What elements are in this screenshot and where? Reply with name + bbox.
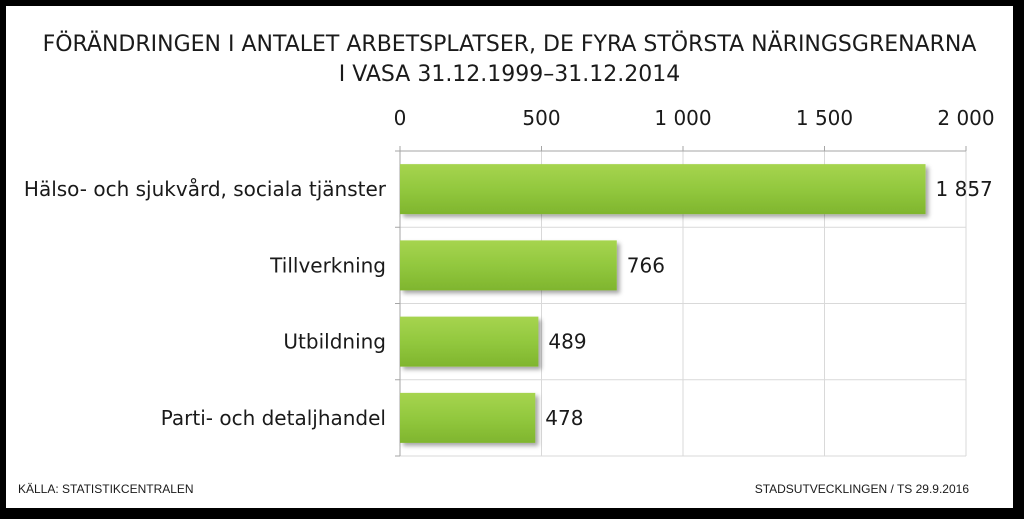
category-label: Parti- och detaljhandel — [161, 406, 386, 430]
chart-subtitle: I VASA 31.12.1999–31.12.2014 — [338, 62, 681, 87]
bar-chart: 0 500 1 000 1 500 2 000 Hälso- och sjukvård, … — [24, 106, 995, 457]
x-tick-label: 1 500 — [796, 106, 853, 130]
data-label: 478 — [545, 406, 583, 430]
bar — [400, 164, 926, 215]
bar — [400, 392, 536, 443]
x-tick-label: 1 000 — [654, 106, 711, 130]
data-label: 1 857 — [936, 177, 993, 201]
data-label: 766 — [627, 253, 665, 277]
bar — [400, 316, 539, 367]
chart-panel: FÖRÄNDRINGEN I ANTALET ARBETSPLATSER, DE… — [6, 6, 1013, 508]
chart-title: FÖRÄNDRINGEN I ANTALET ARBETSPLATSER, DE… — [42, 32, 977, 57]
source-note: KÄLLA: STATISTIKCENTRALEN — [18, 482, 194, 496]
data-label: 489 — [548, 330, 586, 354]
x-tick-label: 500 — [522, 106, 560, 130]
credit-note: STADSUTVECKLINGEN / TS 29.9.2016 — [754, 482, 969, 496]
category-label: Tillverkning — [269, 253, 386, 277]
category-label: Utbildning — [283, 330, 386, 354]
x-tick-label: 0 — [394, 106, 407, 130]
bar — [400, 240, 617, 291]
x-tick-label: 2 000 — [937, 106, 994, 130]
category-label: Hälso- och sjukvård, sociala tjänster — [24, 177, 387, 201]
chart-title-block: FÖRÄNDRINGEN I ANTALET ARBETSPLATSER, DE… — [6, 30, 1013, 90]
